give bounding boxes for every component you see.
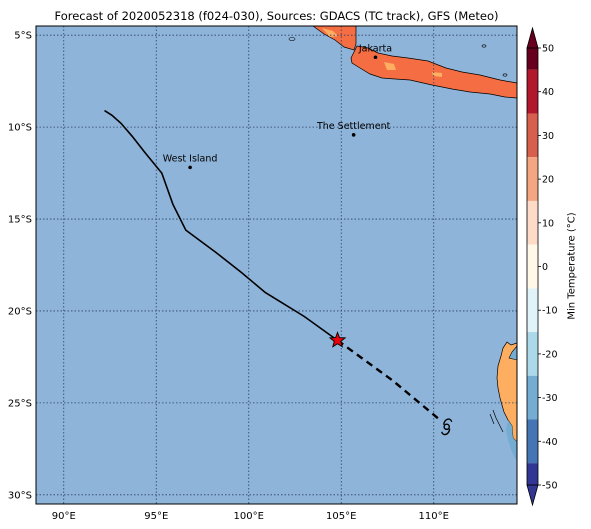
x-tick-label: 90°E — [52, 511, 76, 522]
colorbar-segment — [527, 332, 538, 376]
colorbar-tick-label: -30 — [542, 393, 558, 404]
x-tick-label: 100°E — [234, 511, 264, 522]
colorbar-extend-top — [526, 26, 539, 49]
colorbar-tick-label: 40 — [542, 87, 554, 98]
land-java-light-2 — [432, 72, 442, 77]
y-tick-label: 15°S — [8, 215, 32, 226]
place-label: West Island — [163, 153, 218, 164]
place-dot — [351, 133, 356, 137]
colorbar-extend-bottom — [526, 484, 539, 507]
place-markers: Jakarta The Settlement West Island — [163, 43, 392, 170]
colorbar-segment — [527, 69, 538, 114]
land-shark-bay — [489, 409, 504, 433]
colorbar-tick-label: -50 — [542, 481, 558, 492]
colorbar-label: Min Temperature (°C) — [566, 212, 578, 320]
axis-ticks: 90°E 95°E 100°E 105°E 110°E 5°S 10°S 15°S 20°S 25… — [8, 31, 449, 522]
cyclone-eye — [443, 423, 451, 431]
colorbar-segment — [527, 463, 538, 485]
land-islet-2 — [481, 44, 487, 48]
x-tick-label: 105°E — [326, 511, 356, 522]
colorbar-segment — [527, 157, 538, 201]
y-tick-label: 30°S — [8, 490, 32, 501]
colorbar-segment — [527, 288, 538, 333]
place-dot — [188, 165, 192, 170]
y-tick-label: 5°S — [14, 31, 32, 42]
land-australia-cool-2 — [506, 420, 517, 462]
colorbar-segment — [527, 113, 538, 158]
place-label: The Settlement — [316, 121, 391, 132]
cyclone-symbol-icon — [441, 418, 453, 436]
cyclone-track — [104, 109, 453, 436]
y-tick-label: 20°S — [8, 306, 32, 317]
colorbar-segment — [527, 419, 538, 464]
land-sumatra-light — [322, 28, 338, 37]
colorbar-tick-label: 0 — [542, 262, 548, 273]
colorbar-tick-label: -10 — [542, 306, 558, 317]
place-label: Jakarta — [358, 43, 392, 54]
ocean-background — [36, 26, 517, 504]
graticule — [36, 26, 517, 504]
track-past-line — [104, 109, 338, 342]
colorbar-tick-label: 10 — [542, 218, 554, 229]
land-australia-cool — [508, 345, 517, 361]
map-title: Forecast of 2020052318 (f024-030), Sourc… — [54, 9, 499, 23]
colorbar-segment — [527, 375, 538, 420]
place-dot — [373, 55, 378, 60]
colorbar-tick-label: 50 — [542, 44, 554, 55]
track-forecast-line — [336, 339, 441, 421]
current-position-star-icon — [328, 331, 347, 348]
y-tick-label: 10°S — [8, 123, 32, 134]
land-islet-1 — [288, 37, 296, 41]
x-tick-label: 95°E — [144, 511, 168, 522]
cyclone-arm-bottom — [441, 428, 451, 436]
colorbar-tick-label: -20 — [542, 349, 558, 360]
x-tick-label: 110°E — [419, 511, 449, 522]
land-java-light — [384, 62, 396, 70]
colorbar-segment — [527, 244, 538, 289]
colorbar-segment — [527, 48, 538, 70]
colorbar-segment — [527, 200, 538, 245]
colorbar: 50 40 30 20 10 0 -10 -20 -30 -40 -50 — [526, 26, 558, 507]
land-sumatra — [312, 26, 357, 51]
land-islet-3 — [502, 73, 508, 77]
map-frame — [35, 25, 518, 505]
cyclone-arm-top — [443, 418, 453, 425]
colorbar-tick-label: -40 — [542, 437, 558, 448]
y-tick-label: 25°S — [8, 398, 32, 409]
colorbar-tick-label: 20 — [542, 175, 554, 186]
colorbar-tick-label: 30 — [542, 131, 554, 142]
